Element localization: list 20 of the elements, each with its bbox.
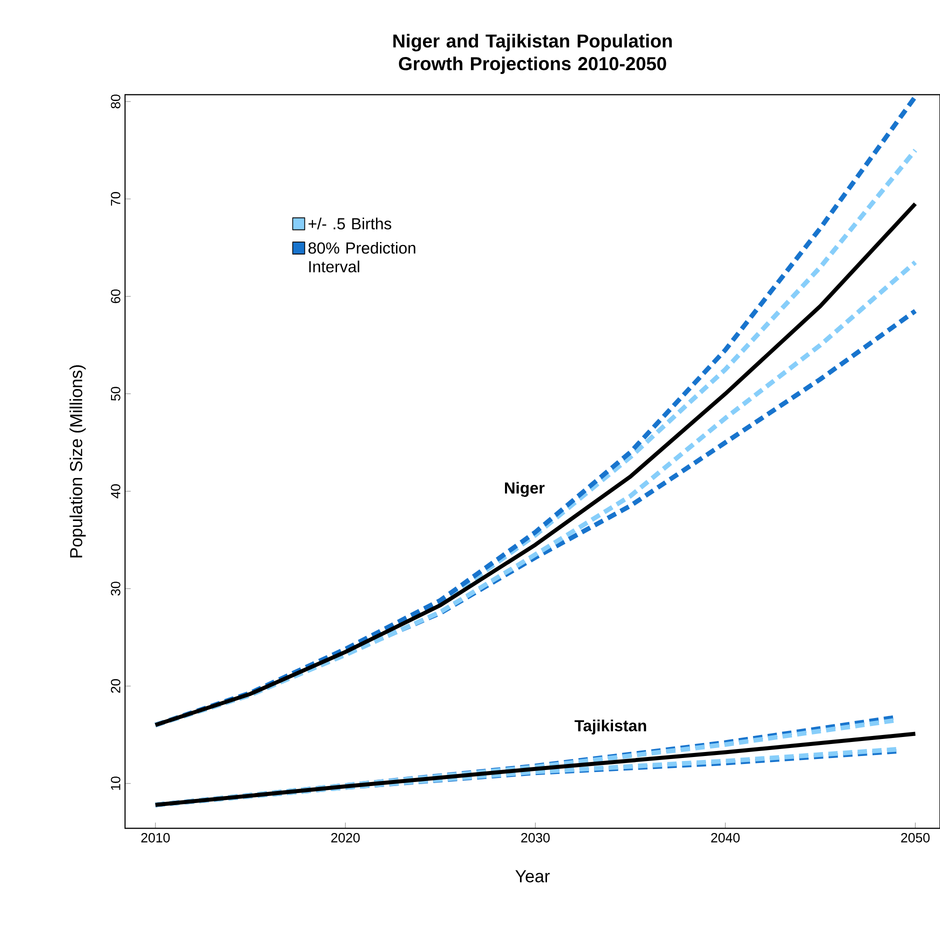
y-axis-title: Population Size (Millions) bbox=[69, 365, 86, 558]
x-tick-label: 2030 bbox=[521, 833, 550, 842]
annotation: Tajikistan bbox=[574, 720, 646, 735]
legend-label: +/- .5 Births bbox=[308, 218, 392, 230]
x-tick-label: 2020 bbox=[331, 833, 360, 842]
annotation: Niger bbox=[504, 482, 544, 497]
y-tick-label: 40 bbox=[110, 484, 120, 498]
x-tick-label: 2050 bbox=[900, 833, 930, 842]
y-tick-label: 20 bbox=[110, 679, 120, 693]
y-tick-label: 80 bbox=[110, 94, 120, 108]
legend-label: 80% Prediction Interval bbox=[308, 242, 416, 272]
y-tick-label: 30 bbox=[110, 582, 120, 596]
chart-title: Niger and Tajikistan Population Growth Projections 2010-2050 bbox=[393, 34, 672, 74]
y-tick-label: 50 bbox=[110, 386, 120, 401]
x-tick-label: 2040 bbox=[711, 833, 740, 842]
y-tick-label: 10 bbox=[110, 776, 120, 790]
x-axis-title: Year bbox=[515, 870, 550, 882]
y-tick-label: 70 bbox=[110, 192, 120, 206]
x-tick-label: 2010 bbox=[141, 833, 170, 842]
y-tick-label: 60 bbox=[110, 289, 120, 304]
